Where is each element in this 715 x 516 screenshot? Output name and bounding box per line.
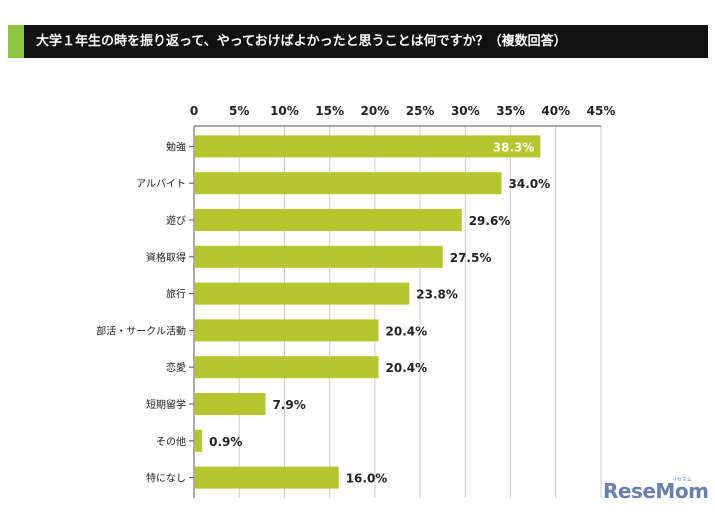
bar bbox=[195, 135, 541, 158]
value-label: 7.9% bbox=[272, 398, 305, 412]
value-label: 20.4% bbox=[386, 324, 428, 338]
category-label: 勉強 bbox=[166, 140, 186, 153]
bar bbox=[195, 393, 266, 415]
bar bbox=[195, 319, 379, 342]
value-label: 38.3% bbox=[493, 140, 535, 154]
bar bbox=[195, 245, 443, 268]
bar bbox=[195, 466, 339, 489]
bar bbox=[195, 172, 502, 195]
chart-title-bar: 大学１年生の時を振り返って、やっておけばよかったと思うことは何ですか？（複数回答… bbox=[8, 25, 708, 58]
category-label: 部活・サークル活動 bbox=[96, 324, 186, 337]
value-label: 16.0% bbox=[346, 472, 388, 486]
x-tick-label: 15% bbox=[315, 104, 344, 118]
category-label: 恋愛 bbox=[166, 361, 186, 374]
bar bbox=[195, 282, 410, 305]
title-accent-block bbox=[8, 25, 24, 58]
x-tick-label: 5% bbox=[229, 104, 249, 118]
category-label: 遊び bbox=[166, 214, 186, 227]
value-label: 29.6% bbox=[469, 214, 511, 228]
category-label: 特になし bbox=[146, 473, 186, 485]
category-label: その他 bbox=[156, 435, 186, 448]
category-label: 短期留学 bbox=[146, 398, 186, 411]
x-tick-label: 35% bbox=[496, 104, 525, 118]
resemom-logo-sub: リセマム bbox=[672, 477, 693, 483]
x-tick-label: 0 bbox=[190, 104, 198, 118]
x-tick-label: 25% bbox=[406, 104, 435, 118]
value-label: 23.8% bbox=[416, 288, 458, 302]
x-tick-label: 40% bbox=[541, 104, 570, 118]
category-label: アルバイト bbox=[136, 178, 186, 190]
category-label: 資格取得 bbox=[146, 251, 186, 264]
bar bbox=[195, 209, 462, 231]
value-label: 20.4% bbox=[386, 361, 428, 375]
x-tick-label: 30% bbox=[451, 104, 480, 118]
value-label: 0.9% bbox=[209, 435, 242, 449]
bar bbox=[195, 429, 203, 452]
bar bbox=[195, 356, 379, 379]
x-tick-label: 10% bbox=[270, 104, 299, 118]
value-label: 27.5% bbox=[450, 251, 492, 265]
chart-title: 大学１年生の時を振り返って、やっておけばよかったと思うことは何ですか？（複数回答… bbox=[36, 34, 567, 49]
x-tick-label: 20% bbox=[361, 104, 390, 118]
x-tick-label: 45% bbox=[587, 104, 616, 118]
resemom-logo: ReseMom bbox=[603, 479, 709, 503]
value-label: 34.0% bbox=[509, 177, 551, 191]
category-label: 旅行 bbox=[166, 288, 186, 301]
